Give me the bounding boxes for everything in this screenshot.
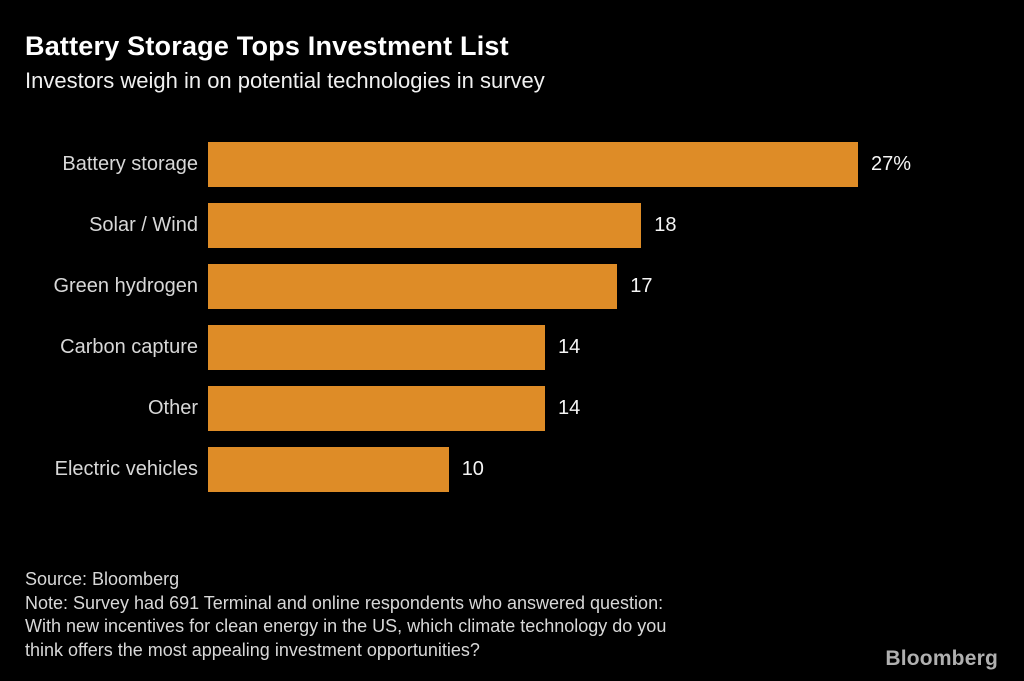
category-label: Solar / Wind [89, 214, 198, 236]
bar [208, 325, 545, 370]
bar [208, 386, 545, 431]
bar-row: Other 14 [0, 386, 1024, 431]
category-label: Green hydrogen [53, 275, 198, 297]
value-label: 18 [654, 214, 677, 236]
bar-row: Green hydrogen 17 [0, 264, 1024, 309]
category-label: Carbon capture [60, 336, 198, 358]
bloomberg-logo: Bloomberg [885, 647, 998, 670]
bar [208, 142, 858, 187]
bar-row: Solar / Wind 18 [0, 203, 1024, 248]
category-label: Electric vehicles [54, 458, 198, 480]
chart-subtitle: Investors weigh in on potential technolo… [25, 68, 545, 94]
bar [208, 203, 642, 248]
note-line: Note: Survey had 691 Terminal and online… [25, 592, 664, 613]
value-label: 14 [558, 336, 581, 358]
bar-chart: Battery storage 27% Solar / Wind 18 Gree… [0, 142, 1024, 508]
value-label: 27% [871, 153, 912, 175]
bar-row: Carbon capture 14 [0, 325, 1024, 370]
bar-row: Battery storage 27% [0, 142, 1024, 187]
value-label: 10 [461, 458, 484, 480]
value-label: 14 [558, 397, 581, 419]
note-line: With new incentives for clean energy in … [25, 616, 667, 636]
category-label: Battery storage [62, 153, 198, 175]
chart-title: Battery Storage Tops Investment List [25, 31, 509, 61]
chart-header: Battery Storage Tops Investment List Inv… [25, 30, 545, 94]
chart-footer: Source: Bloomberg Note: Survey had 691 T… [25, 568, 666, 662]
bar-row: Electric vehicles 10 [0, 447, 1024, 492]
source-line: Source: Bloomberg [25, 569, 180, 589]
bar [208, 447, 449, 492]
note-line: think offers the most appealing investme… [25, 639, 480, 660]
category-label: Other [147, 397, 198, 419]
value-label: 17 [630, 275, 653, 297]
bar [208, 264, 618, 309]
